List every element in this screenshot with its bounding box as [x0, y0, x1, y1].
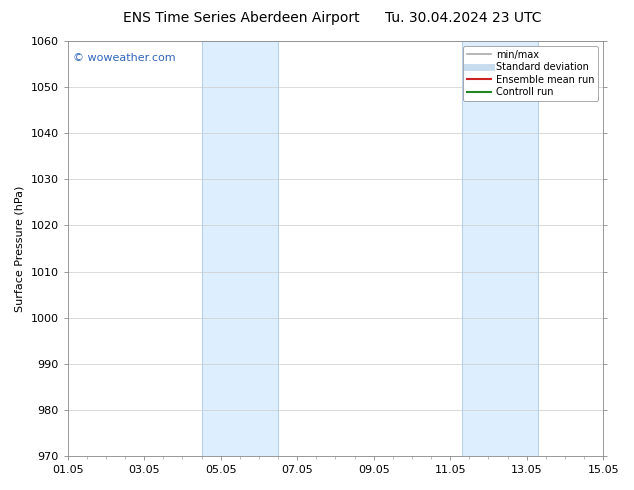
Bar — [462, 41, 538, 456]
Text: ENS Time Series Aberdeen Airport: ENS Time Series Aberdeen Airport — [122, 11, 359, 25]
Legend: min/max, Standard deviation, Ensemble mean run, Controll run: min/max, Standard deviation, Ensemble me… — [463, 46, 598, 101]
Y-axis label: Surface Pressure (hPa): Surface Pressure (hPa) — [15, 185, 25, 312]
Bar — [202, 41, 278, 456]
Text: © woweather.com: © woweather.com — [73, 53, 176, 64]
Text: Tu. 30.04.2024 23 UTC: Tu. 30.04.2024 23 UTC — [385, 11, 541, 25]
